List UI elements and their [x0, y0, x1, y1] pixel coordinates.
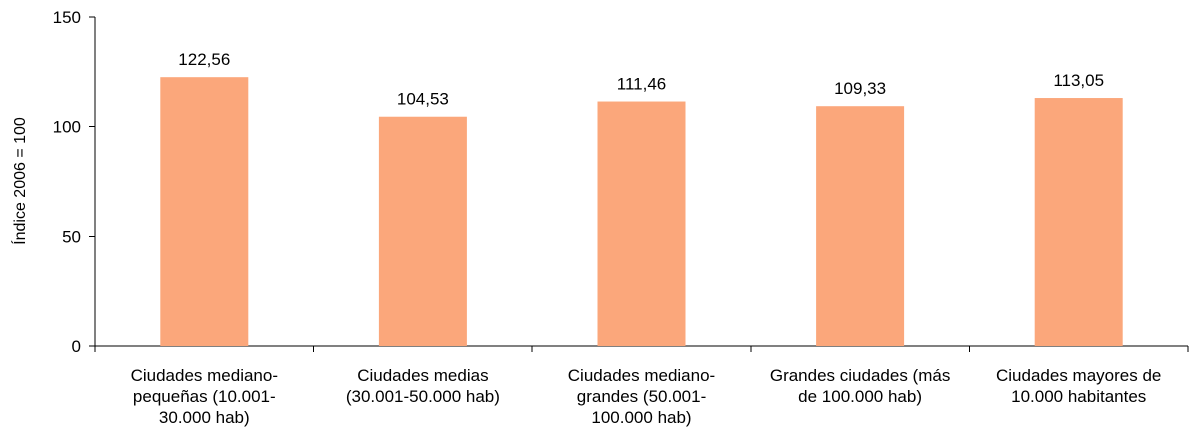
category-label-line: Ciudades mediano- [568, 366, 715, 385]
bar [816, 106, 905, 346]
category-label-line: grandes (50.001- [577, 387, 706, 406]
y-tick-label: 150 [53, 8, 81, 27]
bars [160, 77, 1123, 347]
category-label-line: 100.000 hab) [591, 408, 691, 427]
y-axis-title-group: Índice 2006 = 100 [10, 117, 29, 245]
category-label: Ciudades mayores de 10.000 habitantes [996, 366, 1161, 406]
category-label: Grandes ciudades (más de 100.000 hab) [770, 366, 950, 406]
category-label-line: Ciudades mediano- [131, 366, 278, 385]
category-label-line: de 100.000 hab) [798, 387, 922, 406]
category-label-line: Ciudades medias [357, 366, 488, 385]
bar [597, 101, 686, 346]
data-label: 111,46 [617, 75, 666, 94]
y-tick-label: 0 [72, 337, 81, 356]
data-label: 104,53 [397, 90, 449, 109]
axes: 0 50 100 150 [53, 8, 1189, 356]
category-label-line: pequeñas (10.001- [133, 387, 276, 406]
category-label-line: (30.001-50.000 hab) [346, 387, 500, 406]
category-label: Ciudades mediano-pequeñas (10.001- 30.000… [131, 366, 278, 427]
y-tick-label: 50 [62, 227, 81, 246]
data-label: 122,56 [178, 50, 230, 69]
y-tick-label: 100 [53, 118, 81, 137]
bar [378, 116, 467, 346]
bar [1034, 98, 1123, 346]
data-label: 109,33 [834, 79, 886, 98]
category-label: Ciudades mediano-grandes (50.001- 100.000… [568, 366, 715, 427]
data-label: 113,05 [1053, 71, 1104, 90]
category-label-line: Grandes ciudades (más [770, 366, 950, 385]
category-label-line: Ciudades mayores de [996, 366, 1161, 385]
category-label-line: 10.000 habitantes [1011, 387, 1146, 406]
category-label: Ciudades medias (30.001-50.000 hab) [346, 366, 500, 406]
bar [160, 77, 249, 347]
category-label-line: 30.000 hab) [159, 408, 250, 427]
labels: 122,56 Ciudades mediano-pequeñas (10.001-… [131, 50, 1162, 427]
y-axis-title: Índice 2006 = 100 [10, 117, 29, 245]
